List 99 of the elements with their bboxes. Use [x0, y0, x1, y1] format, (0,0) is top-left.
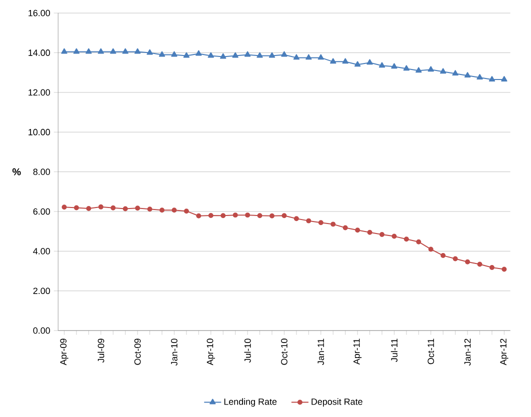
point: [110, 205, 116, 210]
point: [134, 48, 141, 54]
point: [208, 212, 214, 218]
y-axis-title: %: [12, 168, 21, 176]
x-tick-label: Apr-10: [206, 338, 215, 366]
point: [122, 206, 128, 212]
point: [135, 206, 140, 211]
point: [245, 212, 250, 218]
point: [281, 51, 288, 57]
y-tick-label: 14.00: [28, 50, 50, 56]
point: [477, 262, 482, 267]
legend-label: Deposit Rate: [312, 398, 362, 407]
point: [293, 54, 300, 60]
point: [342, 225, 348, 230]
y-tick-label: 6.00: [33, 208, 50, 215]
point: [416, 239, 422, 244]
point: [110, 48, 116, 54]
point: [416, 67, 422, 73]
point: [244, 51, 251, 57]
x-tick-label: Oct-11: [428, 338, 434, 364]
point: [403, 65, 410, 71]
point: [282, 213, 287, 218]
point: [232, 212, 238, 218]
point: [367, 230, 372, 235]
y-tick-label: 4.00: [33, 248, 50, 254]
point: [268, 52, 276, 58]
point: [378, 62, 386, 68]
point: [73, 48, 80, 54]
x-tick-label: Apr-12: [500, 338, 508, 366]
point: [330, 222, 336, 227]
point: [220, 53, 226, 59]
point: [306, 218, 312, 224]
y-tick-label: 10.00: [28, 128, 50, 136]
legend-label: Lending Rate: [224, 398, 277, 407]
point: [86, 48, 92, 54]
point: [465, 259, 470, 264]
point: [171, 51, 178, 57]
point: [354, 61, 361, 67]
point: [98, 204, 104, 210]
point: [440, 68, 446, 74]
point: [428, 66, 434, 72]
point: [428, 246, 434, 252]
point: [196, 50, 202, 56]
x-tick-label: Jan-12: [464, 338, 471, 366]
x-tick-label: Jul-11: [390, 338, 398, 362]
point: [306, 54, 312, 60]
point: [391, 63, 398, 69]
point: [379, 232, 384, 237]
x-tick-label: Oct-09: [134, 338, 141, 365]
point: [392, 234, 397, 239]
x-tick-label: Jan-11: [318, 338, 324, 365]
point: [502, 266, 507, 272]
y-tick-label: 2.00: [33, 288, 50, 294]
point: [86, 206, 92, 211]
point: [196, 213, 202, 218]
point: [232, 52, 238, 58]
x-tick-label: Oct-10: [281, 338, 288, 365]
point: [452, 256, 458, 262]
y-tick-label: 8.00: [33, 168, 50, 175]
point: [122, 48, 128, 54]
point: [464, 72, 471, 78]
x-tick-label: Apr-09: [60, 338, 68, 366]
point: [160, 208, 164, 213]
point: [257, 213, 262, 218]
x-tick-label: Jul-10: [244, 338, 251, 363]
point: [318, 220, 324, 226]
point: [208, 52, 214, 58]
point: [184, 208, 189, 214]
point: [147, 206, 152, 212]
x-tick-label: Apr-11: [354, 338, 362, 365]
y-tick-label: 12.00: [28, 89, 50, 96]
point: [98, 48, 104, 54]
point: [366, 59, 373, 65]
point: [62, 204, 67, 210]
point: [476, 74, 483, 80]
point: [74, 205, 79, 210]
point: [440, 253, 446, 258]
point: [294, 216, 299, 222]
point: [318, 54, 324, 60]
y-tick-label: 0.00: [33, 327, 50, 334]
point: [269, 213, 274, 218]
point: [452, 70, 458, 76]
point: [158, 51, 166, 57]
point: [183, 52, 190, 58]
point: [488, 76, 496, 82]
point: [330, 58, 336, 64]
x-tick-label: Jul-09: [98, 338, 104, 363]
point: [256, 52, 263, 58]
point: [220, 213, 226, 218]
point: [404, 236, 409, 242]
point: [61, 48, 68, 54]
x-tick-label: Jan-10: [171, 338, 178, 366]
y-tick-label: 16.00: [28, 10, 50, 16]
point: [172, 208, 177, 213]
point: [146, 49, 153, 55]
point: [342, 58, 348, 64]
point: [355, 228, 360, 233]
point: [501, 76, 508, 82]
point: [489, 264, 494, 270]
